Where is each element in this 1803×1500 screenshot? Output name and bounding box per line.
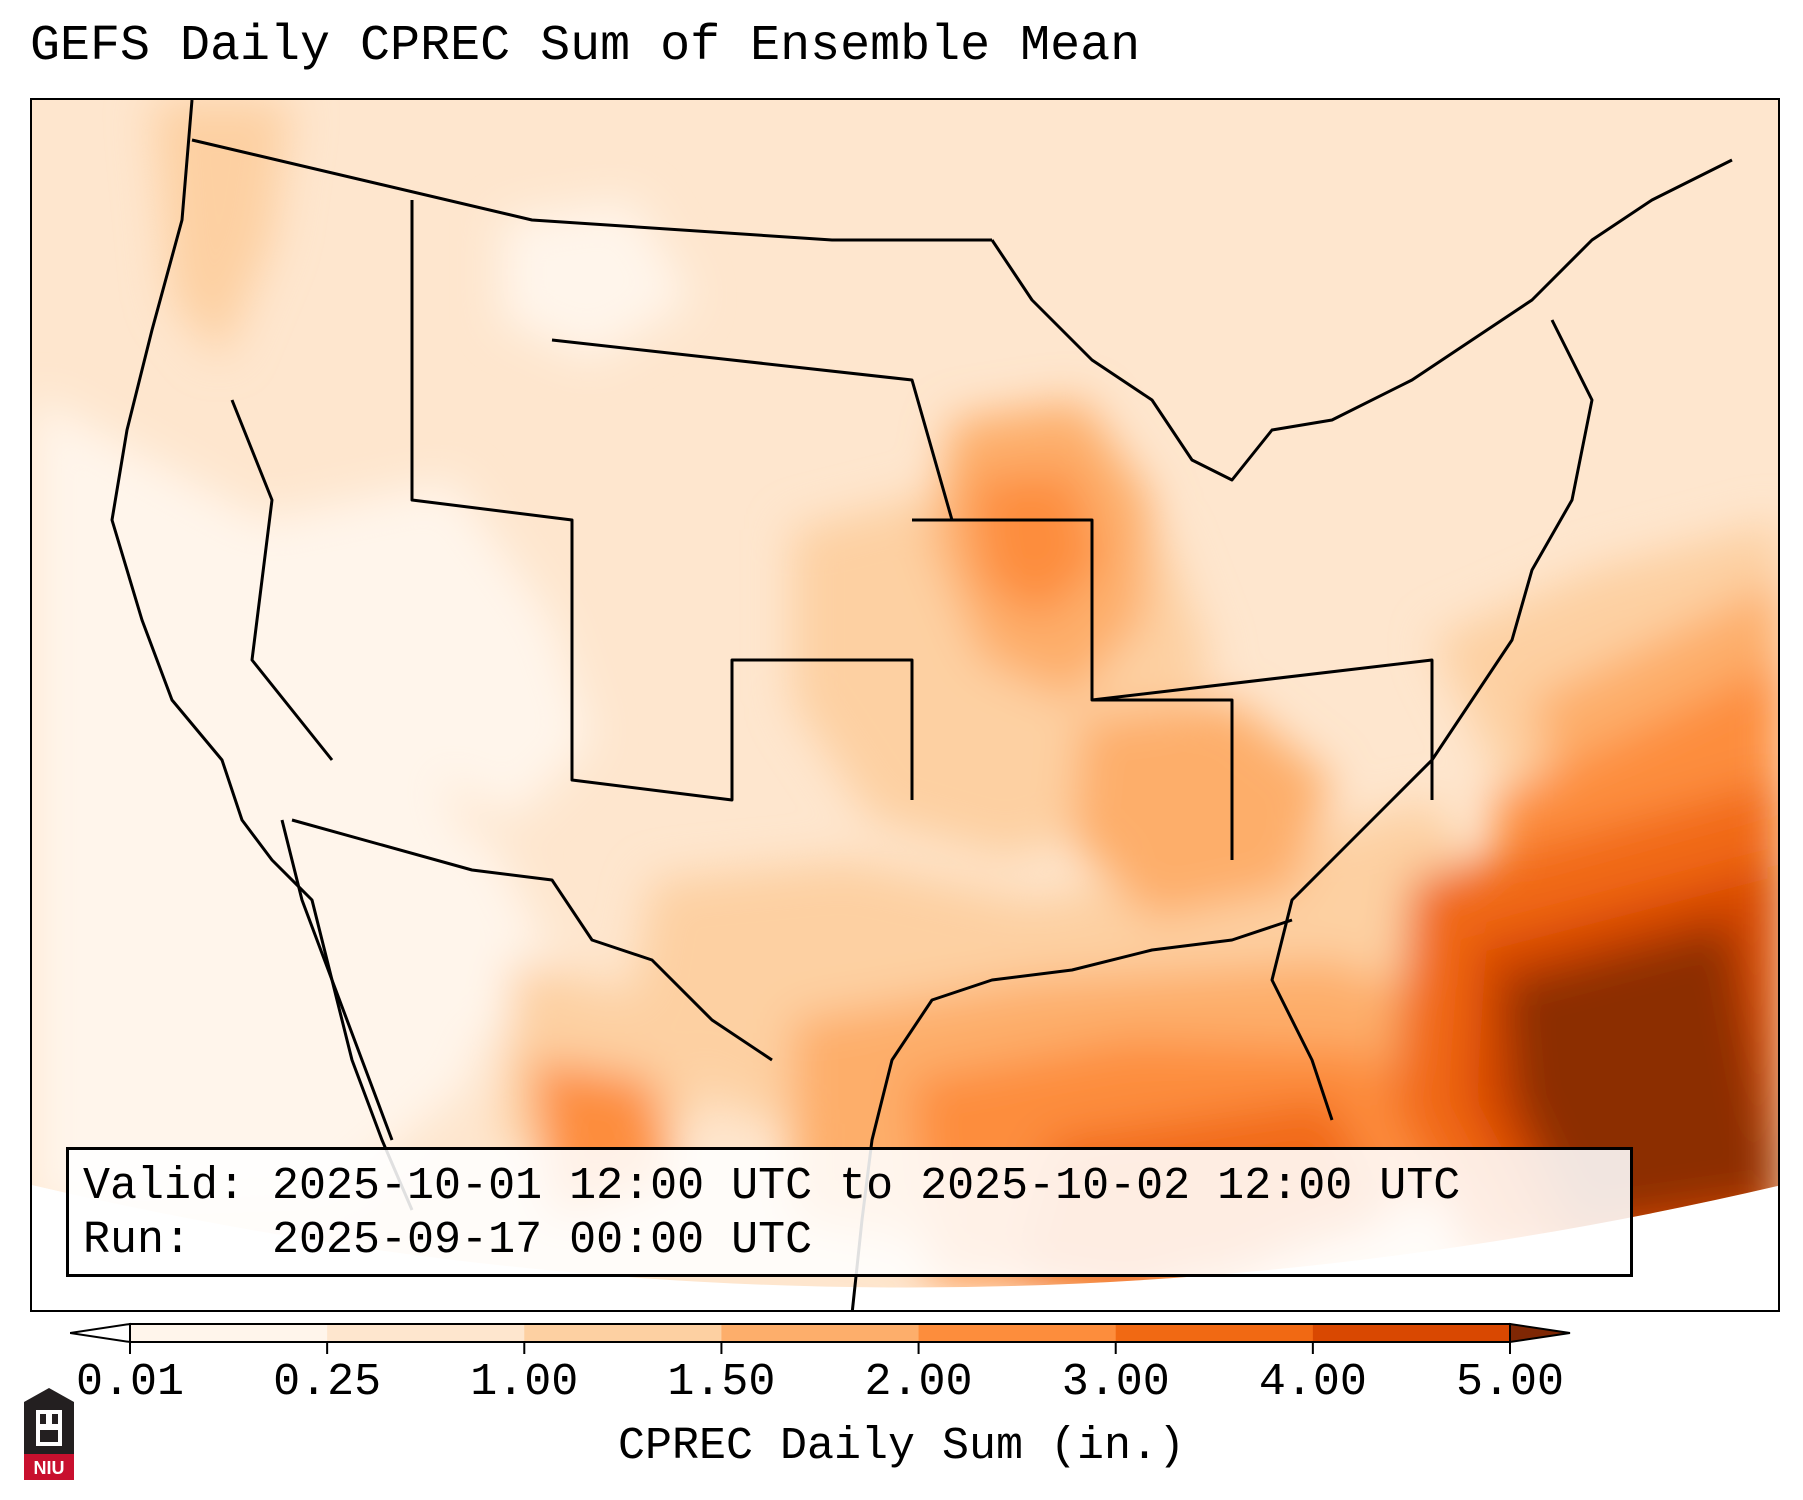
great-lakes-region	[990, 158, 1733, 482]
precipitation-map	[30, 98, 1780, 1312]
colorbar-under-arrow	[70, 1322, 131, 1344]
colorbar-tick-label: 1.00	[470, 1357, 579, 1408]
colorbar-segment	[524, 1324, 722, 1342]
us-canada-border	[191, 138, 992, 242]
map-title: GEFS Daily CPREC Sum of Ensemble Mean	[30, 18, 1141, 75]
valid-run-info-box: Valid: 2025-10-01 12:00 UTC to 2025-10-0…	[66, 1147, 1633, 1277]
colorbar-tick-label: 2.00	[864, 1357, 973, 1408]
niu-logo: NIU	[24, 1388, 74, 1480]
colorbar-tick-label: 3.00	[1061, 1357, 1170, 1408]
state-lines-2	[551, 338, 954, 521]
colorbar-tick-label: 0.01	[75, 1357, 185, 1408]
colorbar-segment	[1115, 1324, 1314, 1342]
colorbar-over-arrow	[1509, 1322, 1571, 1344]
coastlines-and-borders	[110, 100, 1733, 1310]
precip-zone-light-north	[502, 200, 692, 360]
precip-zone-iowa	[972, 470, 1102, 620]
colorbar-segment	[327, 1324, 525, 1342]
valid-time-line: Valid: 2025-10-01 12:00 UTC to 2025-10-0…	[83, 1161, 1461, 1212]
state-lines-3	[230, 399, 334, 761]
state-lines-5	[1091, 658, 1434, 800]
run-time-line: Run: 2025-09-17 00:00 UTC	[83, 1215, 813, 1266]
colorbar-segment	[721, 1324, 920, 1342]
colorbar-segment	[1312, 1324, 1511, 1342]
colorbar-segment	[918, 1324, 1117, 1342]
colorbar-segment	[130, 1324, 328, 1342]
colorbar-tick-label: 1.50	[667, 1357, 776, 1408]
state-lines-1	[410, 200, 914, 802]
colorbar-tick-label: 0.25	[273, 1357, 382, 1408]
mexico-border	[291, 818, 773, 1062]
colorbar-tick-label: 5.00	[1455, 1357, 1565, 1408]
west-coast	[110, 100, 414, 1211]
precip-zone-midsouth	[1072, 700, 1332, 920]
map-canvas	[32, 100, 1778, 1310]
colorbar	[70, 1322, 1571, 1354]
baja-peninsula	[280, 819, 394, 1141]
colorbar-label: CPREC Daily Sum (in.)	[617, 1421, 1186, 1472]
colorbar-tick-label: 4.00	[1258, 1357, 1367, 1408]
colorbar-outline	[129, 1323, 1511, 1343]
precip-zone-light-west	[32, 400, 502, 1210]
precip-zone-light-interior	[262, 480, 592, 820]
svg-text:NIU: NIU	[34, 1458, 65, 1478]
